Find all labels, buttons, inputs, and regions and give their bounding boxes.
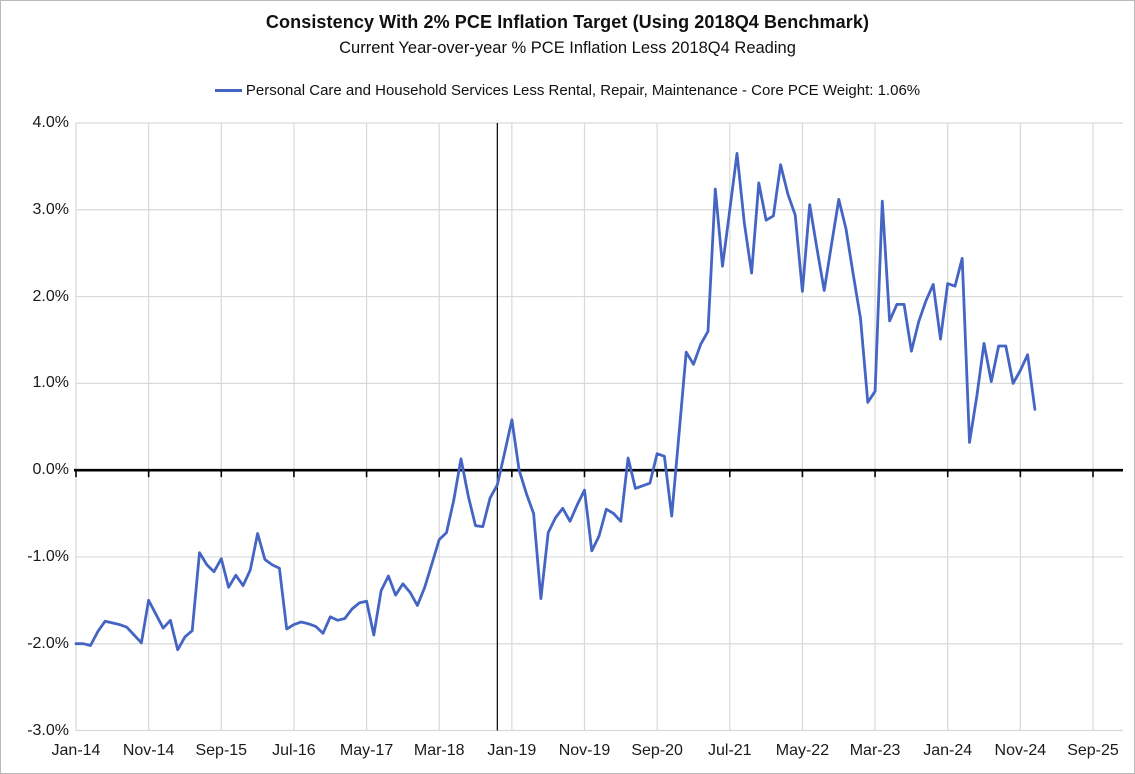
x-axis-tick-label: Nov-14 xyxy=(122,742,175,759)
y-axis-tick-label: 0.0% xyxy=(32,461,69,479)
x-axis-tick-label: Jan-19 xyxy=(487,742,537,759)
y-axis-tick-label: -2.0% xyxy=(27,634,69,652)
x-axis-tick-label: Jan-24 xyxy=(923,742,973,759)
legend-line-marker xyxy=(214,88,242,92)
x-axis-tick-label: Jan-14 xyxy=(51,742,101,759)
chart-subtitle: Current Year-over-year % PCE Inflation L… xyxy=(339,39,796,57)
y-axis-tick-label: -3.0% xyxy=(27,721,69,739)
x-axis-tick-label: Nov-24 xyxy=(994,742,1047,759)
y-axis-tick-label: 1.0% xyxy=(32,374,69,392)
x-axis-tick-label: Jul-16 xyxy=(272,742,316,759)
x-axis-tick-label: Jul-21 xyxy=(707,742,752,759)
x-axis-tick-label: Sep-15 xyxy=(195,742,248,759)
x-axis-tick-label: Mar-18 xyxy=(413,742,465,759)
x-axis-tick-label: Mar-23 xyxy=(849,742,901,759)
x-axis-tick-label: May-22 xyxy=(775,742,830,759)
y-axis-tick-label: 3.0% xyxy=(32,200,69,218)
x-axis-tick-label: Sep-20 xyxy=(631,742,683,759)
chart-title: Consistency With 2% PCE Inflation Target… xyxy=(265,12,870,32)
legend: Personal Care and Household Services Les… xyxy=(1,80,1134,100)
y-axis-tick-label: 2.0% xyxy=(32,287,69,305)
x-axis-tick-label: May-17 xyxy=(339,742,394,759)
x-axis-tick-label: Sep-25 xyxy=(1067,742,1119,759)
y-axis-tick-label: 4.0% xyxy=(32,114,69,131)
x-axis-tick-label: Nov-19 xyxy=(558,742,611,759)
y-axis-tick-label: -1.0% xyxy=(27,547,69,565)
series-line xyxy=(74,151,1037,652)
legend-series-label: Personal Care and Household Services Les… xyxy=(245,81,921,99)
